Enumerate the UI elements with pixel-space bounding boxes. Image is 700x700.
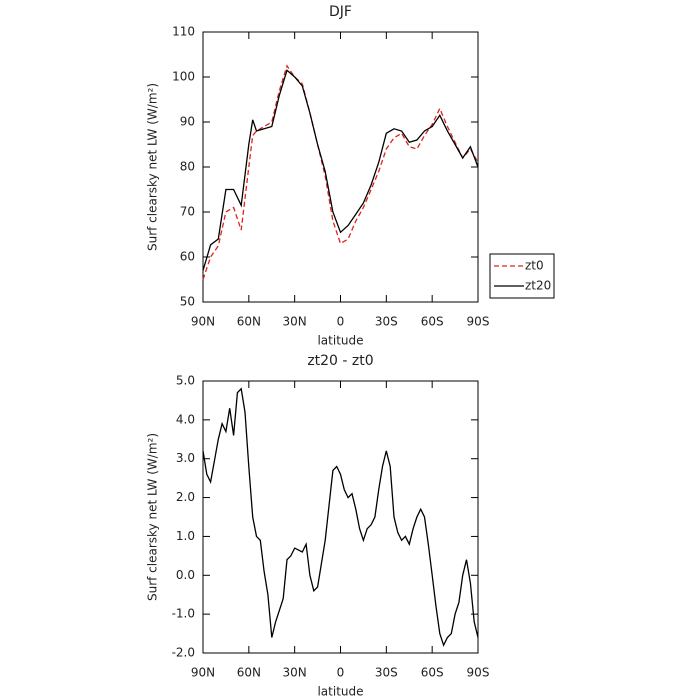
- data-line: [202, 69, 479, 271]
- x-tick-label: 90N: [191, 666, 215, 680]
- x-tick-label: 90S: [467, 666, 490, 680]
- data-line: [202, 387, 479, 647]
- x-tick-label: 0: [337, 666, 345, 680]
- x-tick-label: 60N: [237, 315, 261, 329]
- x-tick-label: 30N: [283, 666, 307, 680]
- x-tick-label: 30N: [283, 315, 307, 329]
- y-tick-label: 1.0: [176, 529, 195, 543]
- y-axis-label: Surf clearsky net LW (W/m²): [146, 433, 160, 601]
- y-tick-label: 4.0: [176, 412, 195, 426]
- x-tick-label: 90N: [191, 315, 215, 329]
- data-line: [202, 64, 479, 280]
- y-tick-label: 2.0: [176, 490, 195, 504]
- y-tick-label: -2.0: [172, 646, 195, 660]
- y-tick-label: 100: [172, 70, 195, 84]
- legend-label: zt0: [525, 259, 544, 273]
- y-tick-label: 70: [180, 205, 195, 219]
- x-tick-label: 90S: [467, 315, 490, 329]
- chart-title: zt20 - zt0: [307, 353, 373, 369]
- x-tick-label: 60S: [421, 666, 444, 680]
- y-tick-label: 0.0: [176, 568, 195, 582]
- y-tick-label: 110: [172, 25, 195, 39]
- x-tick-label: 60S: [421, 315, 444, 329]
- legend-label: zt20: [525, 279, 551, 293]
- y-tick-label: -1.0: [172, 607, 195, 621]
- x-tick-label: 60N: [237, 666, 261, 680]
- y-tick-label: 3.0: [176, 451, 195, 465]
- x-axis-label: latitude: [317, 685, 363, 699]
- y-tick-label: 5.0: [176, 374, 195, 388]
- x-tick-label: 30S: [375, 666, 398, 680]
- x-tick-label: 0: [337, 315, 345, 329]
- y-tick-label: 60: [180, 250, 195, 264]
- x-axis-label: latitude: [317, 334, 363, 348]
- legend-box: [489, 253, 555, 299]
- chart-title: DJF: [329, 4, 352, 20]
- y-tick-label: 90: [180, 115, 195, 129]
- y-axis-label: Surf clearsky net LW (W/m²): [146, 83, 160, 251]
- y-tick-label: 50: [180, 295, 195, 309]
- y-tick-label: 80: [180, 160, 195, 174]
- x-tick-label: 30S: [375, 315, 398, 329]
- plot-frame: [202, 31, 479, 303]
